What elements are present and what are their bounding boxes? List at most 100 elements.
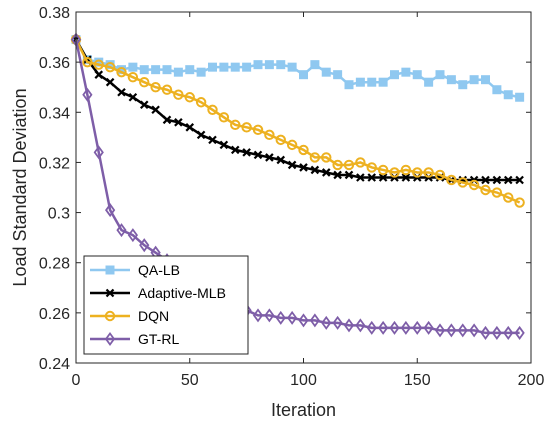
data-point [468, 179, 480, 191]
data-point [389, 320, 400, 335]
data-point [230, 62, 240, 72]
y-tick-label: 0.24 [39, 356, 70, 373]
data-point [150, 82, 161, 93]
y-tick-label: 0.32 [39, 155, 70, 172]
data-point [457, 177, 468, 188]
data-point [469, 323, 480, 338]
axis-layer: 0 50 100 150 200 0.24 0.26 0.28 0.3 0.32 0.34 0.36 0… [39, 5, 545, 389]
data-point [310, 165, 320, 175]
legend-entry: DQN [90, 308, 169, 324]
data-point [139, 65, 149, 75]
y-tick-label: 0.36 [39, 55, 70, 72]
data-point [230, 145, 240, 155]
data-point [185, 65, 195, 75]
data-point [378, 77, 388, 87]
data-point [116, 66, 127, 78]
legend-marker [104, 331, 116, 347]
data-point [219, 62, 229, 72]
data-point [332, 159, 343, 171]
data-point [104, 61, 116, 73]
data-point [492, 85, 502, 95]
series-qa-lb [71, 35, 525, 102]
x-tick-label: 200 [518, 372, 545, 389]
data-point [309, 152, 321, 163]
data-point [481, 75, 490, 85]
data-point [252, 124, 264, 136]
data-point [94, 70, 104, 79]
data-point [423, 320, 434, 335]
data-point [503, 175, 513, 185]
data-point [241, 122, 252, 133]
data-point [161, 84, 173, 95]
data-point [195, 97, 207, 108]
data-point [355, 157, 366, 168]
legend-marker [105, 288, 115, 298]
data-point [139, 100, 149, 110]
data-point [298, 313, 309, 328]
data-point [321, 168, 331, 177]
data-point [105, 203, 116, 218]
data-point [173, 67, 183, 77]
y-tick-label: 0.26 [39, 306, 70, 323]
legend-label: GT-RL [138, 331, 179, 347]
data-point [253, 60, 263, 70]
data-point [514, 325, 525, 340]
legend-entry: QA-LB [90, 262, 180, 278]
data-point [480, 325, 491, 340]
data-point [446, 75, 456, 85]
data-point [128, 92, 138, 102]
data-point [219, 140, 229, 150]
x-tick-label: 0 [72, 372, 81, 389]
legend: QA-LB Adaptive-MLB DQN GT-RL [83, 255, 249, 355]
data-point [492, 175, 502, 185]
x-axis-title: Iteration [271, 400, 336, 420]
data-point [117, 87, 126, 97]
data-point [356, 173, 365, 182]
data-point [264, 129, 275, 141]
data-point [390, 70, 399, 80]
x-tick-label: 150 [404, 372, 431, 389]
data-point [332, 315, 343, 330]
data-point [218, 112, 230, 123]
data-point [207, 104, 218, 115]
data-point [355, 318, 366, 333]
data-point [162, 115, 172, 125]
data-point [503, 192, 514, 203]
data-point [503, 90, 513, 100]
data-point [491, 325, 502, 340]
data-point [242, 62, 252, 72]
data-point [491, 187, 503, 198]
data-point [185, 123, 195, 132]
data-point [400, 164, 412, 176]
data-point [93, 59, 104, 70]
legend-label: QA-LB [138, 262, 180, 278]
legend-label: DQN [138, 308, 169, 324]
data-point [208, 135, 217, 145]
data-point [252, 308, 264, 323]
data-point [424, 77, 434, 87]
data-point [309, 313, 320, 328]
data-point [344, 170, 354, 180]
data-point [366, 162, 377, 173]
data-point [116, 223, 127, 238]
data-point [366, 320, 377, 335]
data-point [127, 228, 138, 243]
data-point [139, 238, 150, 253]
data-point [401, 173, 411, 182]
data-point [151, 65, 161, 75]
legend-label: Adaptive-MLB [138, 285, 226, 301]
y-tick-label: 0.28 [39, 256, 70, 273]
data-point [377, 164, 389, 176]
legend-marker [104, 310, 116, 322]
data-point [276, 60, 286, 70]
data-point [286, 139, 298, 151]
x-tick-label: 50 [181, 372, 199, 389]
data-point [173, 89, 184, 100]
data-point [343, 318, 355, 333]
data-point [515, 175, 524, 185]
data-point [412, 70, 422, 80]
data-point [275, 134, 286, 146]
data-point [423, 167, 434, 178]
data-point [196, 67, 206, 77]
data-point [105, 77, 115, 87]
